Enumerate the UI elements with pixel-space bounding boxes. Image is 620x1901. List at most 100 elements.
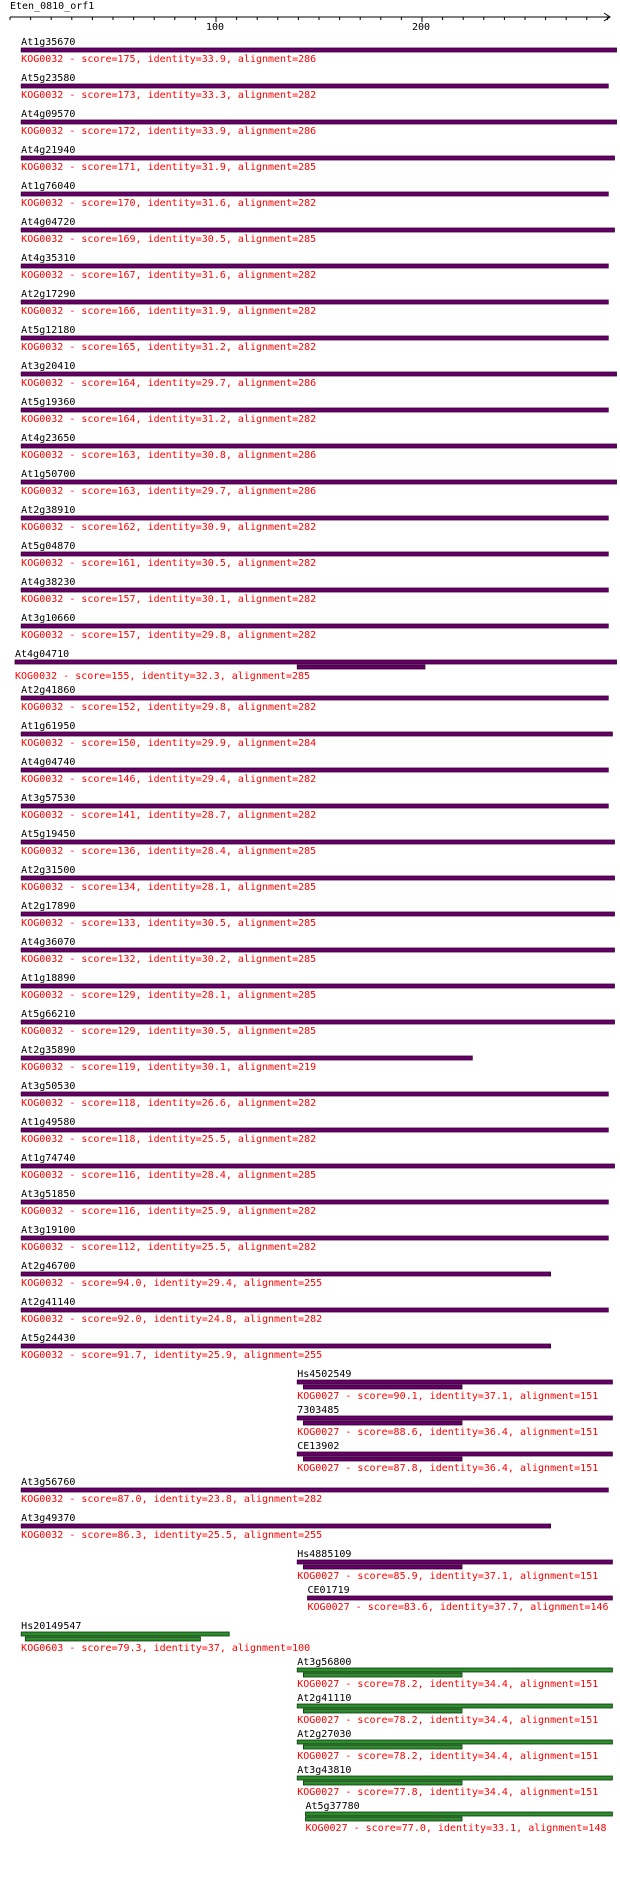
- hit-bar[interactable]: [296, 1415, 613, 1421]
- hit-row[interactable]: At1g49580 KOG0032 - score=118, identity=2…: [20, 1117, 609, 1145]
- hit-row[interactable]: CE01719 KOG0027 - score=83.6, identity=37…: [307, 1585, 613, 1613]
- hit-bar[interactable]: [20, 407, 609, 413]
- hit-bar[interactable]: [20, 911, 615, 917]
- hit-bar[interactable]: [20, 1199, 609, 1205]
- hit-row[interactable]: At1g18890 KOG0032 - score=129, identity=2…: [20, 973, 615, 1001]
- hit-row[interactable]: At4g21940 KOG0032 - score=171, identity=3…: [20, 145, 615, 173]
- hit-row[interactable]: Hs20149547 KOG0603 - score=79.3, identity…: [20, 1621, 310, 1654]
- hit-row[interactable]: At3g10660 KOG0032 - score=157, identity=2…: [20, 613, 609, 641]
- hit-bar[interactable]: [296, 1559, 613, 1565]
- hit-bar[interactable]: [20, 83, 609, 89]
- hit-bar[interactable]: [20, 1055, 473, 1061]
- hit-row[interactable]: At4g36070 KOG0032 - score=132, identity=3…: [20, 937, 615, 965]
- hit-bar[interactable]: [296, 1667, 613, 1673]
- hit-row[interactable]: At1g76040 KOG0032 - score=170, identity=3…: [20, 181, 609, 209]
- hit-row[interactable]: At3g56760 KOG0032 - score=87.0, identity=…: [20, 1477, 609, 1505]
- hit-row[interactable]: At3g56800 KOG0027 - score=78.2, identity=…: [296, 1657, 613, 1690]
- hit-bar[interactable]: [20, 803, 609, 809]
- hit-bar[interactable]: [20, 155, 615, 161]
- hit-bar[interactable]: [20, 263, 609, 269]
- hit-row[interactable]: 7303485 KOG0027 - score=88.6, identity=36…: [296, 1405, 613, 1438]
- hit-row[interactable]: At5g24430 KOG0032 - score=91.7, identity=…: [20, 1333, 551, 1361]
- hit-row[interactable]: At4g23650 KOG0032 - score=163, identity=3…: [20, 433, 617, 461]
- hit-bar[interactable]: [20, 1091, 609, 1097]
- hit-bar[interactable]: [20, 1271, 551, 1277]
- hit-bar-segment[interactable]: [302, 1708, 463, 1714]
- hit-bar[interactable]: [20, 47, 617, 53]
- hit-bar-segment[interactable]: [302, 1672, 463, 1678]
- hit-bar[interactable]: [20, 371, 617, 377]
- hit-row[interactable]: At2g41110 KOG0027 - score=78.2, identity=…: [296, 1693, 613, 1726]
- hit-row[interactable]: Hs4502549 KOG0027 - score=90.1, identity=…: [296, 1369, 613, 1402]
- hit-bar[interactable]: [307, 1595, 613, 1601]
- hit-bar[interactable]: [20, 1487, 609, 1493]
- hit-bar[interactable]: [20, 767, 609, 773]
- hit-bar[interactable]: [20, 947, 615, 953]
- hit-bar[interactable]: [20, 1127, 609, 1133]
- hit-row[interactable]: At2g46700 KOG0032 - score=94.0, identity=…: [20, 1261, 551, 1289]
- hit-bar[interactable]: [20, 1163, 615, 1169]
- hit-row[interactable]: At2g17290 KOG0032 - score=166, identity=3…: [20, 289, 609, 317]
- hit-bar[interactable]: [296, 1379, 613, 1385]
- hit-bar[interactable]: [20, 1307, 609, 1313]
- hit-row[interactable]: At5g12180 KOG0032 - score=165, identity=3…: [20, 325, 609, 353]
- hit-bar[interactable]: [20, 479, 617, 485]
- hit-bar-segment[interactable]: [24, 1636, 201, 1642]
- hit-bar-segment[interactable]: [302, 1420, 463, 1426]
- hit-row[interactable]: At1g35670 KOG0032 - score=175, identity=3…: [20, 37, 617, 65]
- hit-bar[interactable]: [20, 443, 617, 449]
- hit-row[interactable]: At3g43810 KOG0027 - score=77.8, identity=…: [296, 1765, 613, 1798]
- hit-row[interactable]: At4g35310 KOG0032 - score=167, identity=3…: [20, 253, 609, 281]
- hit-row[interactable]: At2g27030 KOG0027 - score=78.2, identity=…: [296, 1729, 613, 1762]
- hit-row[interactable]: At4g04740 KOG0032 - score=146, identity=2…: [20, 757, 609, 785]
- hit-bar-segment[interactable]: [296, 664, 426, 670]
- hit-row[interactable]: At5g37780 KOG0027 - score=77.0, identity=…: [305, 1801, 613, 1834]
- hit-bar[interactable]: [305, 1811, 613, 1817]
- hit-bar-segment[interactable]: [302, 1384, 463, 1390]
- hit-bar[interactable]: [20, 551, 609, 557]
- hit-bar[interactable]: [296, 1703, 613, 1709]
- hit-row[interactable]: At3g20410 KOG0032 - score=164, identity=2…: [20, 361, 617, 389]
- hit-bar-segment[interactable]: [302, 1564, 463, 1570]
- hit-row[interactable]: At4g04720 KOG0032 - score=169, identity=3…: [20, 217, 615, 245]
- hit-row[interactable]: At5g23580 KOG0032 - score=173, identity=3…: [20, 73, 609, 101]
- hit-row[interactable]: At5g19450 KOG0032 - score=136, identity=2…: [20, 829, 615, 857]
- hit-row[interactable]: At4g04710 KOG0032 - score=155, identity=3…: [14, 649, 617, 682]
- hit-row[interactable]: At2g17890 KOG0032 - score=133, identity=3…: [20, 901, 615, 929]
- hit-bar[interactable]: [20, 1631, 230, 1637]
- hit-row[interactable]: At2g31500 KOG0032 - score=134, identity=2…: [20, 865, 615, 893]
- hit-bar[interactable]: [14, 659, 617, 665]
- hit-row[interactable]: At3g49370 KOG0032 - score=86.3, identity=…: [20, 1513, 551, 1541]
- hit-row[interactable]: At2g38910 KOG0032 - score=162, identity=3…: [20, 505, 609, 533]
- hit-row[interactable]: At2g35890 KOG0032 - score=119, identity=3…: [20, 1045, 473, 1073]
- hit-bar-segment[interactable]: [302, 1744, 463, 1750]
- hit-row[interactable]: Hs4885109 KOG0027 - score=85.9, identity=…: [296, 1549, 613, 1582]
- hit-bar[interactable]: [296, 1451, 613, 1457]
- hit-row[interactable]: At1g61950 KOG0032 - score=150, identity=2…: [20, 721, 613, 749]
- hit-bar[interactable]: [20, 191, 609, 197]
- hit-row[interactable]: At5g66210 KOG0032 - score=129, identity=3…: [20, 1009, 615, 1037]
- hit-bar[interactable]: [20, 695, 609, 701]
- hit-row[interactable]: At3g51850 KOG0032 - score=116, identity=2…: [20, 1189, 609, 1217]
- hit-bar[interactable]: [20, 839, 615, 845]
- hit-row[interactable]: At5g04870 KOG0032 - score=161, identity=3…: [20, 541, 609, 569]
- hit-bar[interactable]: [20, 335, 609, 341]
- hit-row[interactable]: At1g74740 KOG0032 - score=116, identity=2…: [20, 1153, 615, 1181]
- hit-row[interactable]: At2g41860 KOG0032 - score=152, identity=2…: [20, 685, 609, 713]
- hit-row[interactable]: At3g50530 KOG0032 - score=118, identity=2…: [20, 1081, 609, 1109]
- hit-bar[interactable]: [20, 1235, 609, 1241]
- hit-bar[interactable]: [20, 299, 609, 305]
- hit-bar[interactable]: [20, 1343, 551, 1349]
- hit-bar-segment[interactable]: [302, 1456, 463, 1462]
- hit-bar[interactable]: [20, 983, 615, 989]
- hit-row[interactable]: At4g38230 KOG0032 - score=157, identity=3…: [20, 577, 609, 605]
- hit-bar[interactable]: [20, 119, 617, 125]
- hit-row[interactable]: At2g41140 KOG0032 - score=92.0, identity=…: [20, 1297, 609, 1325]
- hit-bar[interactable]: [20, 623, 609, 629]
- hit-bar[interactable]: [296, 1775, 613, 1781]
- hit-bar[interactable]: [20, 875, 615, 881]
- hit-row[interactable]: At3g57530 KOG0032 - score=141, identity=2…: [20, 793, 609, 821]
- hit-bar-segment[interactable]: [305, 1816, 463, 1822]
- hit-row[interactable]: At4g09570 KOG0032 - score=172, identity=3…: [20, 109, 617, 137]
- hit-bar[interactable]: [20, 515, 609, 521]
